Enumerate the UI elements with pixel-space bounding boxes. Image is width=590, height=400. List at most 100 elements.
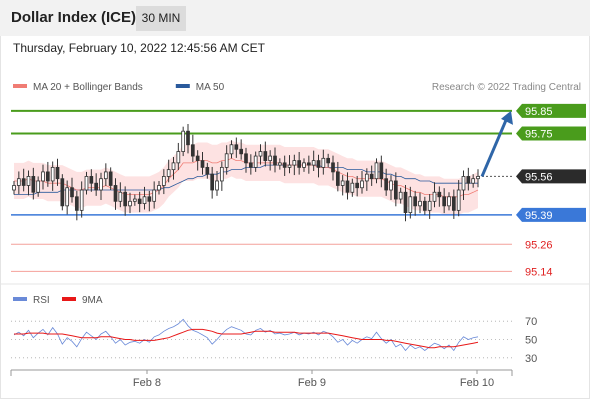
- price-tag-bg: [516, 103, 586, 118]
- rsi-tick-30: 30: [525, 353, 537, 365]
- candle-body: [186, 130, 190, 146]
- candle-body: [437, 191, 442, 198]
- candle-body: [476, 176, 480, 180]
- candle-body: [147, 196, 152, 202]
- candle-body: [128, 200, 132, 207]
- candle-body: [26, 176, 31, 186]
- candle-body: [31, 176, 36, 193]
- candle-body: [244, 153, 248, 164]
- candle-body: [74, 196, 79, 211]
- candle-body: [461, 176, 466, 191]
- price-tag-95.39: 95.39: [525, 210, 553, 222]
- candle-body: [316, 160, 321, 168]
- candle-body: [263, 151, 268, 161]
- candle-body: [166, 169, 171, 177]
- candle-body: [205, 166, 210, 175]
- candle-body: [224, 153, 229, 168]
- candle-body: [422, 200, 427, 211]
- candle-body: [152, 189, 157, 202]
- legend-swatch: [175, 84, 190, 88]
- candle-body: [45, 171, 50, 182]
- candle-body: [471, 178, 476, 184]
- candle-body: [12, 185, 16, 191]
- x-tick-label: Feb 10: [460, 377, 494, 389]
- interval-button[interactable]: 30 MIN: [136, 6, 186, 31]
- candle-body: [161, 176, 166, 186]
- candle-body: [118, 191, 123, 202]
- legend-swatch-rsi: [13, 297, 27, 301]
- rsi-ma-line: [14, 328, 479, 349]
- candle-body: [297, 160, 302, 168]
- candle-body: [287, 164, 292, 168]
- candle-body: [36, 180, 41, 193]
- candle-body: [389, 180, 393, 191]
- candle-body: [108, 171, 113, 186]
- candle-body: [413, 196, 418, 207]
- credit-text: Research © 2022 Trading Central: [432, 82, 581, 93]
- candle-body: [16, 178, 21, 186]
- candle-body: [176, 151, 181, 164]
- candle-body: [355, 182, 360, 189]
- candle-body: [306, 162, 311, 166]
- price-tag-bg: [516, 207, 586, 222]
- candle-body: [137, 198, 142, 204]
- candle-body: [456, 189, 461, 211]
- candle-body: [326, 157, 331, 164]
- x-tick-label: Feb 9: [298, 377, 326, 389]
- candle-body: [41, 171, 45, 182]
- candle-body: [403, 191, 408, 214]
- instrument-title: Dollar Index (ICE): [11, 9, 137, 26]
- candle-body: [393, 180, 398, 200]
- candle-body: [50, 166, 55, 182]
- price-tag-95.85: 95.85: [525, 106, 553, 118]
- candle-body: [113, 185, 118, 202]
- price-tag-bg: [516, 169, 586, 184]
- candle-body: [157, 185, 161, 191]
- candle-body: [142, 196, 147, 204]
- chart-header: Dollar Index (ICE) 30 MIN: [0, 0, 590, 36]
- candle-body: [248, 162, 253, 168]
- rsi-tick-50: 50: [525, 335, 537, 347]
- legend-label-rsi: RSI: [33, 295, 50, 306]
- candle-body: [200, 160, 205, 168]
- legend-swatch: [13, 84, 27, 88]
- candle-body: [379, 162, 384, 180]
- candle-body: [408, 196, 413, 214]
- candle-body: [84, 176, 89, 191]
- timestamp: Thursday, February 10, 2022 12:45:56 AM …: [13, 41, 265, 55]
- candle-body: [234, 144, 239, 150]
- x-tick-label: Feb 8: [133, 377, 161, 389]
- legend-label-rsi-ma: 9MA: [82, 295, 103, 306]
- candle-body: [335, 171, 340, 186]
- candle-body: [374, 162, 379, 180]
- price-tag-95.26: 95.26: [525, 239, 553, 251]
- candle-body: [55, 166, 60, 180]
- candle-body: [447, 196, 451, 207]
- projection-arrowhead: [501, 110, 513, 125]
- candle-body: [311, 160, 316, 166]
- candle-body: [321, 157, 326, 168]
- candle-body: [268, 155, 273, 161]
- price-tag-95.75: 95.75: [525, 128, 553, 140]
- candle-body: [432, 191, 437, 202]
- candle-body: [195, 155, 200, 161]
- candle-body: [123, 191, 128, 207]
- candle-body: [258, 151, 263, 157]
- candle-body: [210, 173, 215, 191]
- candle-body: [466, 176, 471, 184]
- legend-label: MA 20 + Bollinger Bands: [33, 82, 143, 93]
- price-tag-95.14: 95.14: [525, 266, 553, 278]
- candle-body: [427, 200, 432, 211]
- rsi-tick-70: 70: [525, 316, 537, 328]
- candle-body: [99, 178, 103, 191]
- rsi-line: [13, 318, 479, 352]
- candle-body: [219, 166, 224, 182]
- candle-body: [171, 162, 176, 171]
- price-tag-bg: [516, 126, 586, 141]
- candle-body: [345, 180, 350, 193]
- candle-body: [21, 178, 26, 186]
- legend-swatch-rsi-ma: [62, 297, 76, 301]
- candle-body: [190, 144, 195, 157]
- legend-label: MA 50: [196, 82, 225, 93]
